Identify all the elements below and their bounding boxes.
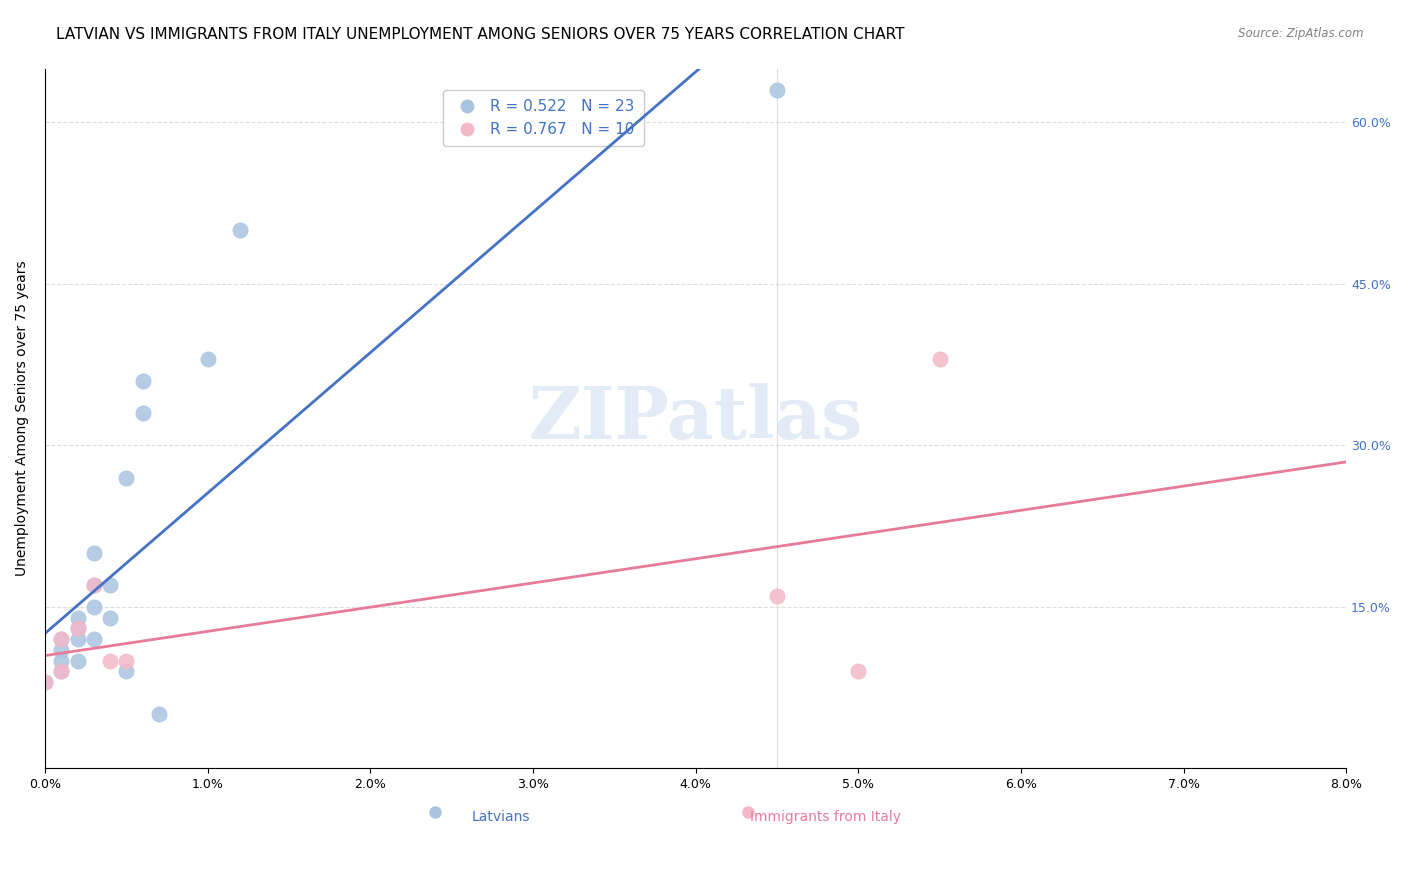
Point bbox=[83, 599, 105, 614]
Legend: R = 0.522   N = 23, R = 0.767   N = 10: R = 0.522 N = 23, R = 0.767 N = 10 bbox=[443, 90, 644, 146]
Point bbox=[766, 589, 789, 603]
Point bbox=[51, 665, 73, 679]
Text: LATVIAN VS IMMIGRANTS FROM ITALY UNEMPLOYMENT AMONG SENIORS OVER 75 YEARS CORREL: LATVIAN VS IMMIGRANTS FROM ITALY UNEMPLO… bbox=[56, 27, 904, 42]
Text: Latvians: Latvians bbox=[471, 810, 530, 824]
Text: ZIPatlas: ZIPatlas bbox=[529, 383, 863, 454]
Point bbox=[83, 546, 105, 560]
Point bbox=[83, 578, 105, 592]
Point bbox=[148, 707, 170, 722]
Point bbox=[66, 621, 89, 635]
Point bbox=[115, 654, 138, 668]
Text: Immigrants from Italy: Immigrants from Italy bbox=[751, 810, 901, 824]
Point bbox=[51, 632, 73, 646]
Point bbox=[51, 632, 73, 646]
Point bbox=[66, 610, 89, 624]
Point bbox=[846, 665, 869, 679]
Point bbox=[115, 470, 138, 484]
Point bbox=[98, 654, 121, 668]
Point bbox=[66, 654, 89, 668]
Point bbox=[34, 675, 56, 690]
Point bbox=[98, 578, 121, 592]
Point bbox=[197, 352, 219, 367]
Point bbox=[66, 632, 89, 646]
Point bbox=[51, 643, 73, 657]
Point bbox=[115, 665, 138, 679]
Point bbox=[928, 352, 950, 367]
Point bbox=[66, 621, 89, 635]
Point bbox=[131, 406, 153, 420]
Point bbox=[98, 610, 121, 624]
Y-axis label: Unemployment Among Seniors over 75 years: Unemployment Among Seniors over 75 years bbox=[15, 260, 30, 576]
Point bbox=[83, 632, 105, 646]
Point bbox=[229, 223, 252, 237]
Point bbox=[131, 374, 153, 388]
Point bbox=[83, 578, 105, 592]
Text: Source: ZipAtlas.com: Source: ZipAtlas.com bbox=[1239, 27, 1364, 40]
Point bbox=[51, 665, 73, 679]
Point bbox=[51, 654, 73, 668]
Point bbox=[766, 83, 789, 97]
Point bbox=[34, 675, 56, 690]
